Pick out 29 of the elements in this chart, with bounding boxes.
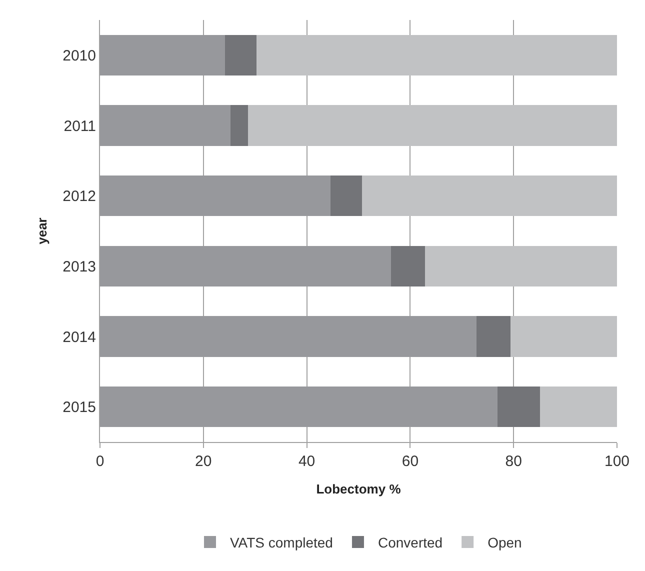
bar — [225, 34, 257, 76]
y-tick-label: 2013 — [62, 258, 96, 276]
legend-label: VATS completed — [230, 534, 333, 550]
y-tick-label: 2010 — [62, 47, 96, 64]
x-tick-label: 0 — [96, 453, 104, 470]
x-tick-label: 100 — [604, 453, 630, 470]
legend-label: Converted — [378, 534, 443, 550]
bar — [391, 246, 426, 287]
x-axis-title: Lobectomy % — [316, 482, 402, 497]
x-tick-label: 80 — [505, 453, 522, 470]
bar — [510, 316, 617, 357]
x-tick-label: 40 — [298, 453, 316, 470]
legend-label: Open — [488, 534, 522, 550]
bar — [230, 105, 248, 146]
bar — [476, 316, 510, 357]
y-tick-label: 2014 — [62, 328, 96, 346]
bar — [498, 386, 540, 428]
y-tick-label: 2015 — [62, 399, 96, 416]
bar — [425, 246, 617, 287]
x-tick-label: 60 — [402, 453, 419, 470]
y-tick-label: 2011 — [64, 118, 96, 135]
y-tick-label: 2012 — [62, 188, 96, 206]
bar — [540, 386, 617, 428]
x-tick-label: 20 — [195, 453, 212, 470]
bar — [362, 175, 617, 216]
bar — [248, 105, 617, 146]
bar — [330, 175, 362, 216]
y-axis-title: year — [34, 218, 50, 244]
bar — [256, 34, 617, 76]
